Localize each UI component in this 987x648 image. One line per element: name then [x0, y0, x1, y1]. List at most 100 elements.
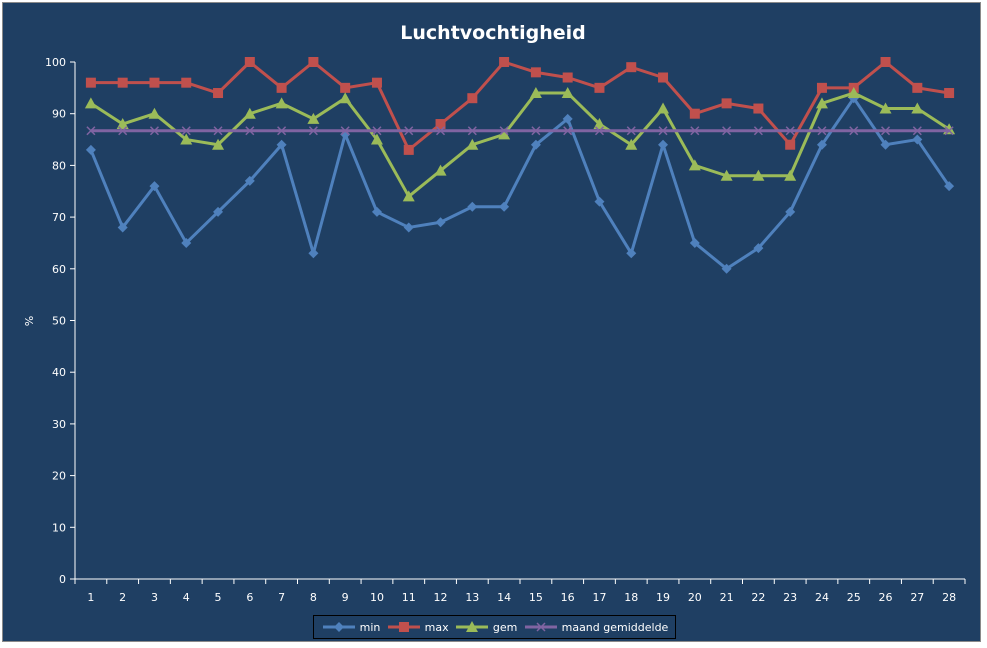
series-line-max	[90, 60, 950, 152]
x-tick-label: 9	[342, 591, 349, 604]
data-point-maand-gemiddelde	[626, 126, 636, 136]
x-tick-label: 8	[310, 591, 317, 604]
x-tick-label: 11	[402, 591, 416, 604]
data-point-min	[276, 139, 287, 150]
data-point-maand-gemiddelde	[404, 126, 414, 136]
data-point-maand-gemiddelde	[912, 126, 922, 136]
data-point-gem	[561, 87, 574, 99]
y-tick-label: 90	[52, 108, 66, 121]
legend: min max gem maand gemiddelde	[313, 615, 676, 639]
y-tick-label: 80	[52, 159, 66, 172]
data-point-min	[85, 144, 96, 155]
data-point-max	[499, 57, 510, 67]
x-tick-label: 25	[847, 591, 861, 604]
legend-marker	[333, 622, 344, 632]
x-tick-label: 27	[910, 591, 924, 604]
data-point-min	[244, 175, 255, 186]
x-tick-label: 17	[592, 591, 606, 604]
legend-swatch	[387, 622, 420, 632]
data-point-maand-gemiddelde	[944, 126, 954, 136]
data-point-gem	[243, 107, 256, 119]
data-point-min	[880, 139, 891, 150]
data-point-max	[785, 139, 796, 150]
y-tick-label: 40	[52, 366, 66, 379]
data-point-gem	[529, 87, 542, 99]
y-tick-label: 100	[45, 56, 66, 69]
data-point-maand-gemiddelde	[340, 126, 350, 136]
data-point-min	[594, 196, 605, 207]
data-point-max	[340, 82, 351, 93]
data-point-maand-gemiddelde	[436, 126, 446, 136]
data-point-maand-gemiddelde	[785, 126, 795, 136]
data-point-gem	[307, 112, 320, 124]
data-point-min	[626, 248, 637, 259]
data-point-maand-gemiddelde	[213, 126, 223, 136]
data-point-max	[435, 119, 446, 130]
data-point-max	[594, 82, 605, 93]
x-tick-label: 24	[815, 591, 829, 604]
data-point-min	[753, 243, 764, 254]
y-axis-label: %	[23, 316, 36, 326]
x-tick-label: 20	[688, 591, 702, 604]
data-point-min	[816, 139, 827, 150]
series-line-gem	[90, 91, 950, 198]
data-point-maand-gemiddelde	[308, 126, 318, 136]
data-point-max	[912, 82, 923, 93]
legend-marker	[465, 621, 478, 632]
data-point-maand-gemiddelde	[372, 126, 382, 136]
data-point-gem	[402, 190, 415, 202]
data-point-gem	[847, 87, 860, 99]
data-point-max	[403, 144, 414, 155]
data-point-maand-gemiddelde	[86, 126, 96, 136]
data-point-min	[403, 222, 414, 233]
chart-canvas: Luchtvochtigheid % 0 10 20 30 40 50 60 70 80 90 10…	[23, 22, 966, 604]
data-point-max	[689, 108, 700, 119]
data-point-min	[181, 237, 192, 248]
data-point-maand-gemiddelde	[658, 126, 668, 136]
data-point-min	[149, 181, 160, 192]
data-point-maand-gemiddelde	[817, 126, 827, 136]
data-point-gem	[275, 97, 288, 109]
chart-frame: Luchtvochtigheid % 0 10 20 30 40 50 60 70 80 90 10…	[2, 2, 981, 642]
data-point-min	[467, 201, 478, 212]
data-point-gem	[752, 169, 765, 181]
data-point-maand-gemiddelde	[149, 126, 159, 136]
data-point-max	[85, 77, 96, 88]
data-point-max	[530, 67, 541, 78]
x-tick-label: 13	[465, 591, 479, 604]
x-tick-label: 23	[783, 591, 797, 604]
y-tick-label: 70	[52, 211, 66, 224]
data-point-max	[371, 77, 382, 88]
data-point-maand-gemiddelde	[563, 126, 573, 136]
x-tick-label: 19	[656, 591, 670, 604]
y-tick-label: 60	[52, 263, 66, 276]
x-tick-label: 6	[246, 591, 253, 604]
legend-item-maand-gemiddelde: maand gemiddelde	[523, 620, 668, 634]
data-point-maand-gemiddelde	[531, 126, 541, 136]
data-point-max	[562, 72, 573, 83]
data-point-gem	[370, 133, 383, 145]
y-tick-label: 0	[59, 573, 66, 586]
data-point-min	[213, 206, 224, 217]
data-point-max	[658, 72, 669, 83]
x-tick-label: 16	[561, 591, 575, 604]
data-point-maand-gemiddelde	[753, 126, 763, 136]
data-point-min	[499, 201, 510, 212]
data-point-max	[944, 88, 955, 99]
data-point-gem	[466, 138, 479, 150]
x-tick-label: 7	[278, 591, 285, 604]
data-point-gem	[879, 102, 892, 114]
x-tick-label: 2	[119, 591, 126, 604]
data-point-gem	[657, 102, 670, 114]
chart-title: Luchtvochtigheid	[400, 22, 585, 44]
data-point-gem	[212, 138, 225, 150]
x-tick-label: 28	[942, 591, 956, 604]
data-point-max	[880, 57, 891, 67]
legend-item-min: min	[321, 620, 380, 634]
y-tick-label: 50	[52, 315, 66, 328]
legend-swatch	[524, 622, 557, 632]
series-line-min	[89, 96, 951, 271]
data-point-min	[912, 134, 923, 145]
x-tick-label: 15	[529, 591, 543, 604]
